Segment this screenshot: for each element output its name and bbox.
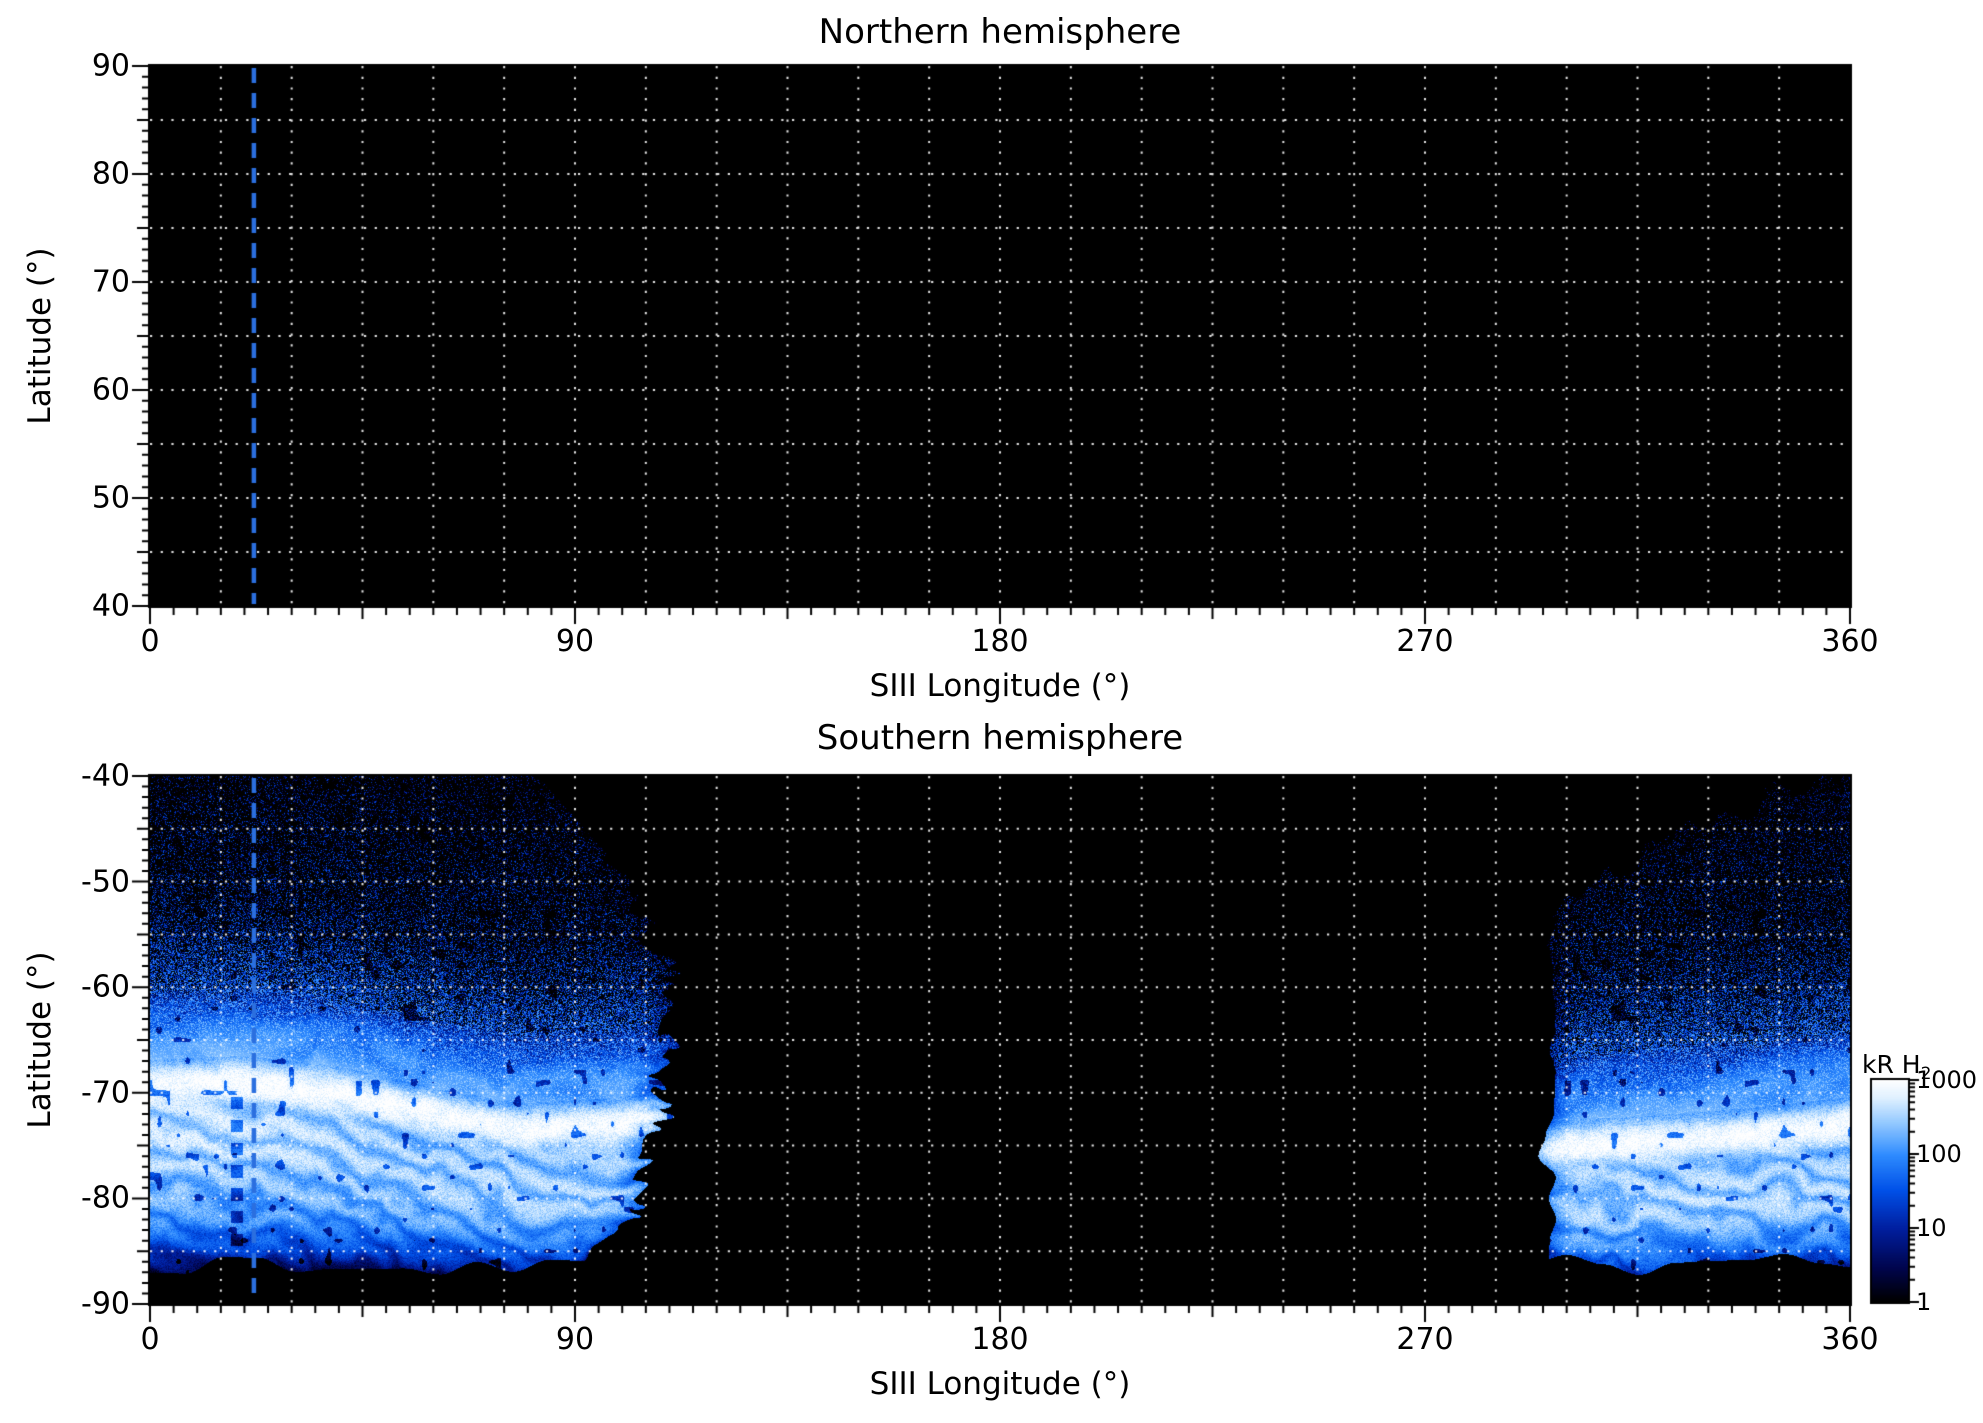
- y-tick-label: 60: [91, 372, 130, 408]
- x-tick-label: 270: [1396, 1322, 1454, 1357]
- y-tick-label: -70: [81, 1075, 130, 1111]
- colorbar-title: kR H2: [1862, 1050, 1931, 1084]
- y-tick-label: -60: [81, 969, 130, 1005]
- y-tick-label: -80: [81, 1180, 130, 1216]
- colorbar-tick-label: 100: [1916, 1140, 1962, 1168]
- colorbar-tick-label: 1: [1916, 1288, 1932, 1316]
- x-tick-label: 90: [555, 624, 595, 659]
- x-axis-label-north: SIII Longitude (°): [869, 668, 1131, 704]
- x-tick-label: 0: [140, 624, 160, 659]
- y-tick-label: 40: [91, 588, 130, 624]
- x-tick-label: 270: [1396, 624, 1454, 659]
- x-tick-label: 180: [971, 624, 1029, 659]
- y-tick-label: 80: [91, 156, 130, 192]
- y-tick-label: -90: [81, 1286, 130, 1322]
- x-tick-label: 90: [555, 1322, 595, 1357]
- y-tick-label: -40: [81, 758, 130, 794]
- x-axis-label-south: SIII Longitude (°): [869, 1366, 1131, 1402]
- x-tick-label: 360: [1821, 1322, 1879, 1357]
- panel-title-south: Southern hemisphere: [816, 718, 1184, 758]
- colorbar-tick-label: 10: [1916, 1214, 1947, 1242]
- colorbar-title-text: kR H: [1862, 1050, 1921, 1079]
- colorbar-tick-label: 1000: [1916, 1066, 1978, 1094]
- x-tick-label: 360: [1821, 624, 1879, 659]
- x-tick-label: 180: [971, 1322, 1029, 1357]
- y-tick-label: 70: [91, 264, 130, 300]
- y-tick-label: -50: [81, 864, 130, 900]
- colorbar-title-sub: 2: [1920, 1064, 1932, 1084]
- x-tick-label: 0: [140, 1322, 160, 1357]
- y-tick-label: 90: [91, 48, 130, 84]
- y-tick-label: 50: [91, 480, 130, 516]
- panel-title-north: Northern hemisphere: [818, 12, 1182, 52]
